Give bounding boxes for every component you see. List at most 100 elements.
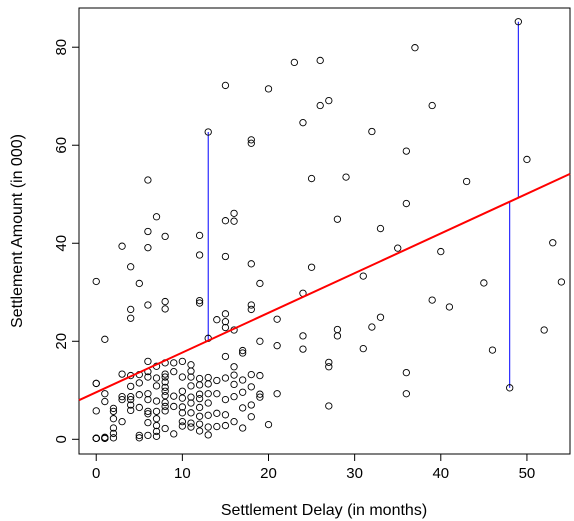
data-point xyxy=(144,431,152,440)
data-point xyxy=(290,58,299,67)
data-point xyxy=(101,390,109,398)
data-point xyxy=(144,244,152,252)
data-point xyxy=(247,401,255,409)
data-point xyxy=(204,128,212,136)
data-point xyxy=(299,345,307,353)
data-point xyxy=(221,411,230,419)
data-point xyxy=(402,199,410,208)
data-point xyxy=(480,279,488,287)
data-point xyxy=(101,433,109,441)
data-point xyxy=(256,393,264,401)
x-tick-label: 0 xyxy=(92,465,100,482)
data-point xyxy=(557,278,566,286)
data-point xyxy=(152,427,161,436)
data-point xyxy=(161,407,169,415)
data-point xyxy=(118,370,126,378)
data-point xyxy=(161,378,169,386)
data-point xyxy=(161,370,169,378)
data-point xyxy=(195,420,204,428)
data-point xyxy=(247,413,255,421)
y-axis: 0 20 40 60 80 xyxy=(53,39,79,443)
x-tick-label: 50 xyxy=(519,465,536,482)
data-point xyxy=(144,227,152,236)
data-point xyxy=(462,177,471,186)
data-point xyxy=(540,326,548,334)
data-point xyxy=(230,418,238,426)
data-point xyxy=(161,398,169,407)
data-point xyxy=(187,393,195,401)
x-tick-label: 20 xyxy=(260,465,277,482)
data-point xyxy=(325,402,333,410)
data-point xyxy=(195,296,204,305)
data-point xyxy=(488,346,497,354)
data-point xyxy=(437,247,445,256)
data-point xyxy=(135,379,143,387)
data-point xyxy=(161,402,169,411)
data-point xyxy=(307,174,316,183)
data-point xyxy=(109,415,118,423)
data-point xyxy=(230,217,238,225)
data-point xyxy=(170,402,178,411)
data-point xyxy=(221,374,230,382)
data-point xyxy=(170,392,178,400)
data-point xyxy=(178,394,187,402)
data-point xyxy=(402,147,410,155)
data-point xyxy=(135,434,143,442)
data-point xyxy=(187,361,195,369)
data-point xyxy=(506,384,514,392)
data-point xyxy=(92,407,100,415)
data-point xyxy=(195,299,204,307)
data-point xyxy=(359,272,367,280)
data-point xyxy=(333,215,342,223)
data-point xyxy=(264,420,273,429)
data-point xyxy=(178,357,187,366)
x-tick-label: 40 xyxy=(432,465,449,482)
data-point xyxy=(135,403,143,412)
data-point xyxy=(187,373,195,381)
data-point xyxy=(152,213,161,221)
data-point xyxy=(256,390,264,398)
data-point xyxy=(239,349,247,357)
data-point xyxy=(187,382,195,390)
data-point xyxy=(144,357,152,366)
data-point xyxy=(101,397,109,406)
data-point xyxy=(127,395,135,404)
data-point xyxy=(376,224,385,233)
data-point xyxy=(204,390,212,398)
data-point xyxy=(230,363,238,371)
data-point xyxy=(195,390,204,398)
data-point xyxy=(144,410,152,418)
data-point xyxy=(230,380,238,389)
data-point xyxy=(195,374,204,383)
data-point xyxy=(178,373,187,381)
data-point xyxy=(127,401,135,409)
data-point xyxy=(152,407,161,416)
data-point xyxy=(428,296,436,304)
data-point xyxy=(402,390,410,398)
data-point xyxy=(239,388,247,396)
data-point xyxy=(178,418,187,426)
data-point xyxy=(514,18,522,26)
data-point xyxy=(247,301,255,309)
data-point xyxy=(213,376,221,385)
data-point xyxy=(195,231,204,240)
data-point xyxy=(195,412,204,420)
data-point xyxy=(299,332,307,340)
data-point xyxy=(161,373,169,381)
data-point xyxy=(376,313,385,321)
data-point xyxy=(92,277,100,286)
data-point xyxy=(428,101,436,110)
data-point xyxy=(118,418,126,426)
data-point xyxy=(221,395,230,404)
data-point xyxy=(195,394,204,403)
data-point xyxy=(247,139,255,147)
x-axis: 0 10 20 30 40 50 xyxy=(92,454,535,482)
data-point xyxy=(187,399,195,407)
data-point xyxy=(152,397,161,405)
data-point xyxy=(170,368,178,376)
data-point xyxy=(411,44,419,52)
data-point xyxy=(204,380,212,388)
y-tick-label: 80 xyxy=(53,39,70,56)
data-point xyxy=(144,418,152,427)
data-point xyxy=(170,430,178,438)
